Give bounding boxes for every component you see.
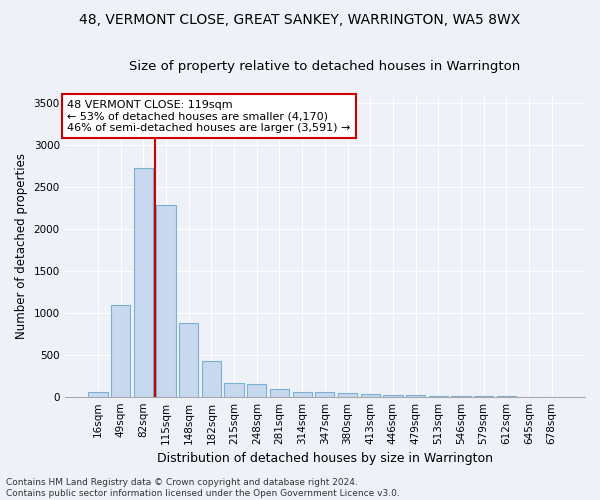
Bar [157,205,176,396]
Y-axis label: Number of detached properties: Number of detached properties [15,153,28,339]
Bar [338,394,357,396]
Bar [361,394,380,396]
X-axis label: Distribution of detached houses by size in Warrington: Distribution of detached houses by size … [157,452,493,465]
Bar [293,392,312,396]
Bar [179,324,199,396]
Bar [88,392,107,396]
Bar [224,383,244,396]
Bar [111,304,130,396]
Bar [315,392,334,396]
Bar [270,389,289,396]
Bar [383,395,403,396]
Bar [134,168,153,396]
Text: 48 VERMONT CLOSE: 119sqm
← 53% of detached houses are smaller (4,170)
46% of sem: 48 VERMONT CLOSE: 119sqm ← 53% of detach… [67,100,350,132]
Text: Contains HM Land Registry data © Crown copyright and database right 2024.
Contai: Contains HM Land Registry data © Crown c… [6,478,400,498]
Bar [247,384,266,396]
Text: 48, VERMONT CLOSE, GREAT SANKEY, WARRINGTON, WA5 8WX: 48, VERMONT CLOSE, GREAT SANKEY, WARRING… [79,12,521,26]
Bar [202,361,221,396]
Title: Size of property relative to detached houses in Warrington: Size of property relative to detached ho… [129,60,520,73]
Bar [406,395,425,396]
